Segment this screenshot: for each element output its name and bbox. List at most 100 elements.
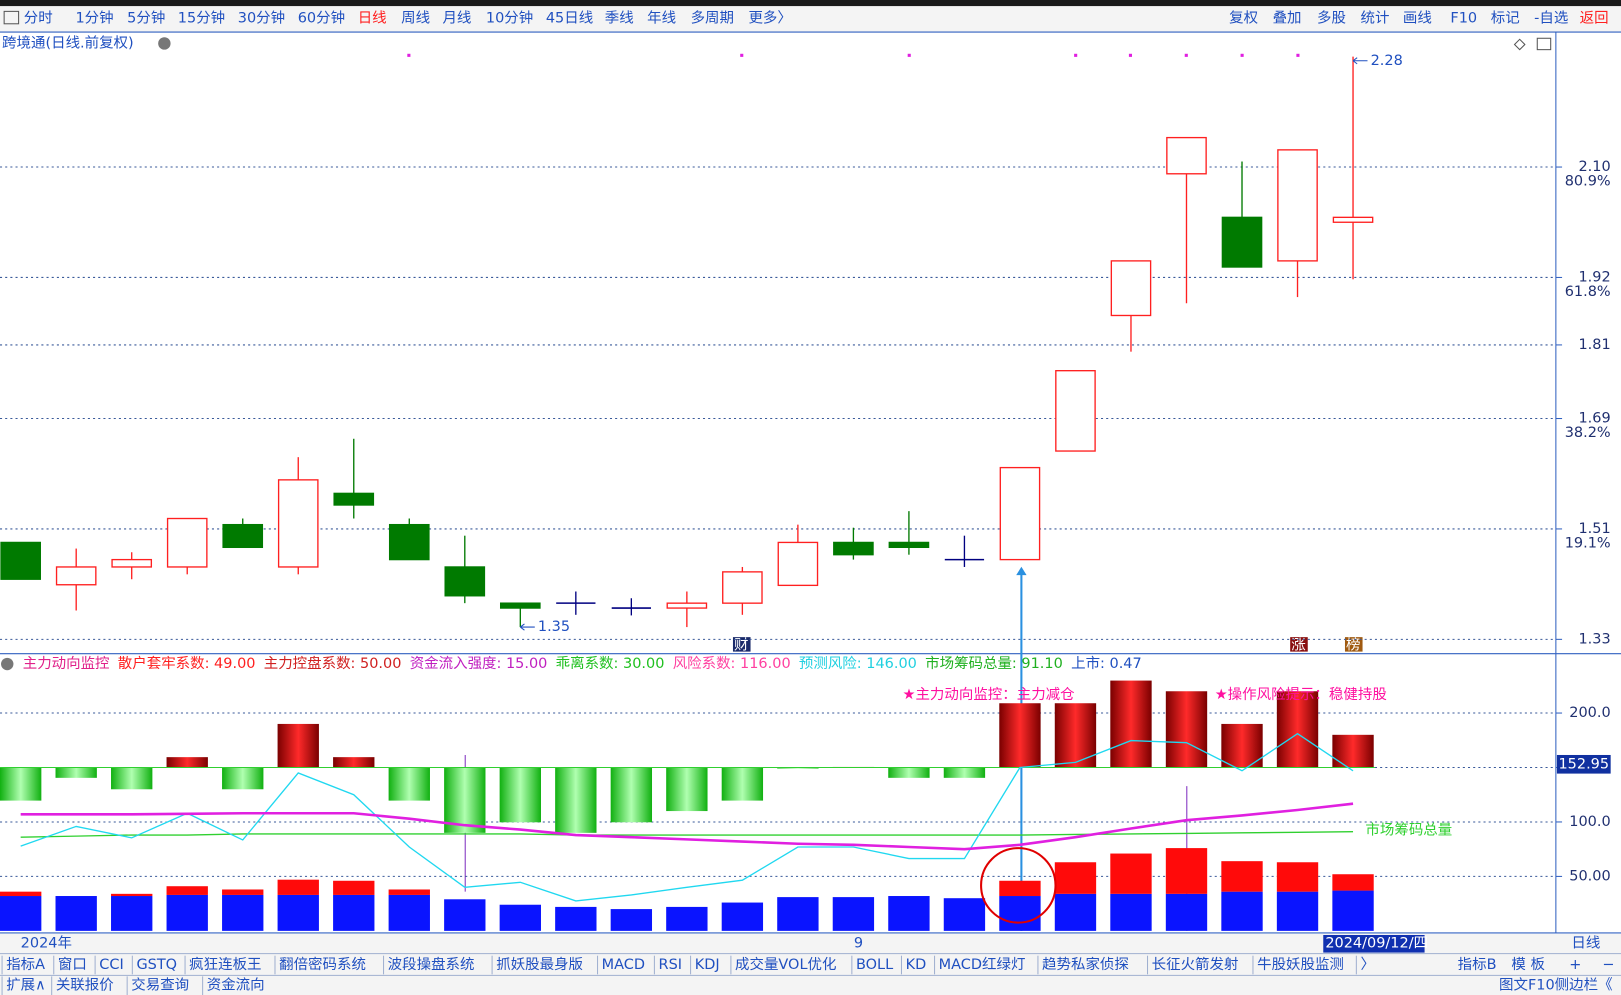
stack-bar <box>1165 893 1208 931</box>
toolbar-item[interactable]: 标记 <box>1491 10 1520 27</box>
candle-body <box>277 479 319 568</box>
main-force-bar <box>333 757 375 768</box>
candle-body <box>0 541 41 580</box>
main-force-bar <box>166 757 208 768</box>
toolbar-item[interactable]: 多股 <box>1317 10 1346 27</box>
toolbar-item[interactable]: 叠加 <box>1273 10 1302 27</box>
indicator-tab[interactable]: 窗口 <box>58 955 87 973</box>
toolbar-item[interactable]: F10 <box>1450 11 1477 27</box>
main-force-bar <box>444 767 486 833</box>
candle-body <box>666 602 708 609</box>
indicator-tab[interactable]: 成交量VOL优化 <box>735 955 836 973</box>
toolbar-item[interactable]: 周线 <box>401 10 430 27</box>
toolbar-item[interactable]: -自选 <box>1534 10 1568 27</box>
toolbar-item[interactable]: 分时 <box>24 10 53 27</box>
toolbar-item[interactable]: 年线 <box>647 10 676 27</box>
candle-body <box>499 602 541 609</box>
indicator-tab[interactable]: BOLL <box>856 957 893 973</box>
candle-body <box>166 517 208 568</box>
signal-note: ★操作风险提示：稳健持股 <box>1215 686 1387 703</box>
annotation: 1.35 <box>538 619 570 635</box>
stack-bar <box>277 879 319 895</box>
stack-bar <box>943 898 986 931</box>
period-label: 日线 <box>1571 934 1600 951</box>
toolbar-item[interactable]: 10分钟 <box>486 10 533 27</box>
indicator-tab[interactable]: 〉 <box>1360 956 1374 973</box>
toolbar-item[interactable]: 45日线 <box>546 10 593 27</box>
toolbar-item[interactable]: 30分钟 <box>238 10 285 27</box>
annotation: 2.28 <box>1371 53 1403 69</box>
cursor-arrow-head <box>1016 566 1027 576</box>
indicator-tab[interactable]: 抓妖股最身版 <box>496 956 583 973</box>
marker-box <box>1290 637 1308 652</box>
indicator-tab[interactable]: 长征火箭发射 <box>1152 955 1239 973</box>
indicator-tab[interactable]: 指标A <box>6 956 45 973</box>
footer-tab[interactable]: 交易查询 <box>131 976 189 994</box>
indicator-tab[interactable]: + <box>1569 957 1581 973</box>
menu-icon[interactable] <box>3 10 20 25</box>
toolbar-item[interactable]: 15分钟 <box>178 10 225 27</box>
indicator-tab[interactable]: MACD <box>602 957 645 973</box>
indicator-tab[interactable]: 翻倍密码系统 <box>279 956 366 973</box>
main-force-bar <box>1054 703 1097 768</box>
indicator-tab[interactable]: GSTQ <box>136 957 177 973</box>
candle-body <box>388 523 430 561</box>
footer-tab[interactable]: 资金流向 <box>207 977 265 994</box>
stack-bar <box>1054 893 1097 931</box>
cursor-date: 2024/09/12/四 <box>1325 935 1428 951</box>
y-tick-label: 100.0 <box>1569 814 1610 830</box>
legend-item: 风险系数: 116.00 <box>673 655 791 672</box>
title-dropdown[interactable] <box>158 37 171 50</box>
indicator-tab[interactable]: 模 板 <box>1511 955 1545 973</box>
candle-body <box>1277 149 1318 262</box>
toolbar <box>0 6 1621 33</box>
indicator-tab[interactable]: 波段操盘系统 <box>388 955 475 973</box>
main-force-bar <box>222 767 264 790</box>
toolbar-item[interactable]: 60分钟 <box>298 10 345 27</box>
toolbar-item[interactable]: 统计 <box>1360 10 1389 27</box>
main-force-bar <box>1221 723 1263 768</box>
toolbar-item[interactable]: 更多〉 <box>748 10 791 27</box>
toolbar-item[interactable]: 5分钟 <box>127 10 165 27</box>
event-marker[interactable]: 财 <box>734 636 748 653</box>
stack-bar <box>333 880 375 895</box>
toolbar-item[interactable]: 1分钟 <box>75 10 113 27</box>
y-tick-label: 50.00 <box>1569 868 1610 884</box>
toolbar-item[interactable]: 月线 <box>442 10 471 27</box>
indicator-dropdown[interactable] <box>1 657 14 671</box>
indicator-tab[interactable]: MACD红绿灯 <box>939 956 1026 973</box>
indicator-tab[interactable]: 疯狂连板王 <box>189 955 261 973</box>
toolbar-item[interactable]: 日线 <box>358 10 387 27</box>
legend-item: 散户套牢系数: 49.00 <box>118 655 256 672</box>
main-force-bar <box>610 767 653 823</box>
indicator-tab[interactable]: 趋势私家侦探 <box>1042 956 1129 973</box>
footer-tab[interactable]: 图文F10侧边栏《 <box>1499 977 1613 994</box>
toolbar-item[interactable]: 多周期 <box>691 10 734 27</box>
indicator-title[interactable]: 主力动向监控 <box>23 655 110 672</box>
main-force-bar <box>388 767 430 801</box>
stack-bar <box>333 894 375 931</box>
indicator-tab[interactable]: 牛股妖股监测 <box>1257 956 1344 973</box>
toolbar-item[interactable]: 复权 <box>1229 9 1258 27</box>
indicator-tab[interactable]: 指标B <box>1458 956 1497 973</box>
stack-bar <box>999 896 1041 931</box>
footer-tab[interactable]: 扩展∧ <box>6 977 46 994</box>
panel-icon[interactable] <box>1536 37 1552 51</box>
indicator-tab[interactable]: − <box>1602 957 1614 973</box>
indicator-tab[interactable]: KD <box>906 957 927 973</box>
indicator-tab[interactable]: KDJ <box>695 957 720 973</box>
event-marker[interactable]: 涨 <box>1291 636 1306 653</box>
event-marker[interactable]: 榜 <box>1346 636 1360 653</box>
footer-tab[interactable]: 关联报价 <box>56 977 114 994</box>
draw-icon[interactable] <box>1513 38 1526 51</box>
toolbar-item[interactable]: 季线 <box>605 10 634 27</box>
toolbar-item[interactable]: 返回 <box>1580 10 1609 27</box>
indicator-tab[interactable]: CCI <box>99 957 123 973</box>
candle-body <box>111 558 153 568</box>
candle-body <box>333 492 375 506</box>
stack-bar <box>999 880 1041 897</box>
indicator-line <box>20 802 1354 851</box>
indicator-tab[interactable]: RSI <box>659 957 683 973</box>
fib-tick-label: 61.8% <box>1565 284 1611 300</box>
toolbar-item[interactable]: 画线 <box>1403 10 1432 27</box>
